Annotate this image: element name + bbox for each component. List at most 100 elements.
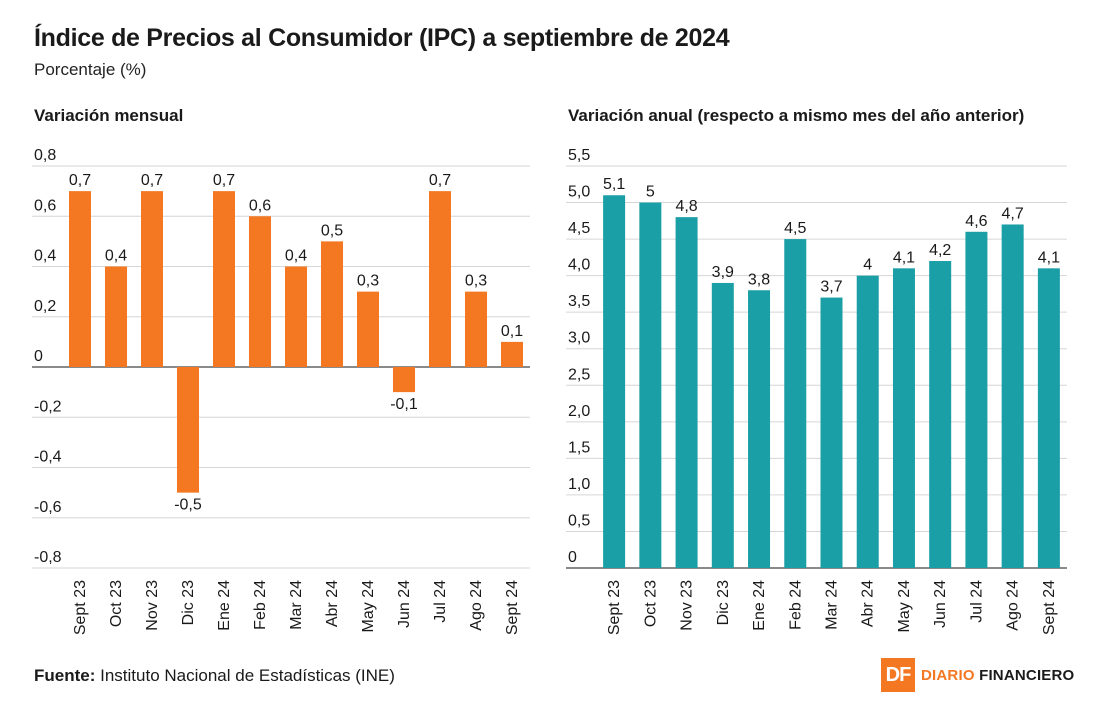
monthly-bar bbox=[321, 241, 343, 367]
monthly-bar bbox=[141, 191, 163, 367]
monthly-bar bbox=[393, 367, 415, 393]
monthly-ytick-label: -0,2 bbox=[34, 398, 62, 415]
annual-bar bbox=[892, 268, 915, 568]
annual-ytick-label: 4,0 bbox=[568, 257, 590, 274]
monthly-data-label: 0,7 bbox=[213, 172, 235, 189]
annual-bar bbox=[1001, 224, 1024, 569]
page-title: Índice de Precios al Consumidor (IPC) a … bbox=[34, 24, 730, 52]
monthly-bar bbox=[105, 266, 127, 367]
monthly-xtick-label: Sept 24 bbox=[504, 580, 521, 635]
monthly-data-label: 0,5 bbox=[321, 222, 343, 239]
annual-bar bbox=[820, 297, 843, 568]
monthly-xtick-label: Ago 24 bbox=[468, 580, 485, 631]
annual-ytick-label: 3,0 bbox=[568, 330, 590, 347]
annual-bar bbox=[675, 217, 698, 568]
monthly-data-label: 0,4 bbox=[285, 248, 307, 265]
annual-ytick-label: 5,5 bbox=[568, 147, 590, 164]
annual-data-label: 4,1 bbox=[1038, 249, 1060, 266]
monthly-xtick-label: Oct 23 bbox=[108, 580, 125, 627]
annual-data-label: 4,8 bbox=[675, 198, 697, 215]
monthly-data-label: 0,3 bbox=[465, 273, 487, 290]
monthly-xtick-label: May 24 bbox=[360, 580, 377, 633]
annual-xtick-label: Sept 24 bbox=[1041, 580, 1058, 635]
source-label: Fuente: bbox=[34, 666, 96, 685]
monthly-data-label: 0,7 bbox=[141, 172, 163, 189]
annual-ytick-label: 0 bbox=[568, 549, 577, 566]
monthly-xtick-label: Nov 23 bbox=[144, 580, 161, 631]
annual-xtick-label: Abr 24 bbox=[860, 580, 877, 627]
annual-ytick-label: 2,5 bbox=[568, 366, 590, 383]
monthly-ytick-label: -0,8 bbox=[34, 549, 62, 566]
monthly-xtick-label: Abr 24 bbox=[324, 580, 341, 627]
annual-xtick-label: Ago 24 bbox=[1005, 580, 1022, 631]
annual-xtick-label: May 24 bbox=[896, 580, 913, 633]
logo-word-1: DIARIO bbox=[921, 666, 975, 684]
monthly-bar bbox=[429, 191, 451, 367]
logo-wordmark: DIARIO FINANCIERO bbox=[921, 667, 1074, 684]
annual-bar bbox=[965, 231, 988, 569]
annual-bar bbox=[639, 202, 662, 568]
monthly-bar bbox=[177, 367, 199, 493]
monthly-data-label: 0,3 bbox=[357, 273, 379, 290]
monthly-bar bbox=[465, 291, 487, 367]
logo-word-2: FINANCIERO bbox=[979, 666, 1075, 684]
monthly-ytick-label: 0,4 bbox=[34, 248, 56, 265]
annual-xtick-label: Feb 24 bbox=[787, 580, 804, 630]
annual-data-label: 5,1 bbox=[603, 176, 625, 193]
monthly-data-label: 0,7 bbox=[429, 172, 451, 189]
annual-xtick-label: Dic 23 bbox=[715, 580, 732, 625]
annual-bar bbox=[711, 282, 734, 568]
monthly-ytick-label: 0,8 bbox=[34, 147, 56, 164]
page-subtitle: Porcentaje (%) bbox=[34, 60, 147, 79]
monthly-chart-title: Variación mensual bbox=[34, 106, 184, 125]
annual-ytick-label: 1,5 bbox=[568, 439, 590, 456]
monthly-xtick-label: Mar 24 bbox=[288, 580, 305, 630]
annual-data-label: 5 bbox=[646, 184, 655, 201]
annual-xtick-label: Jul 24 bbox=[968, 580, 985, 623]
annual-bar bbox=[784, 239, 807, 568]
annual-ytick-label: 4,5 bbox=[568, 220, 590, 237]
annual-data-label: 4,7 bbox=[1002, 205, 1024, 222]
annual-xtick-label: Nov 23 bbox=[679, 580, 696, 631]
monthly-bar bbox=[213, 191, 235, 367]
monthly-xtick-label: Ene 24 bbox=[216, 580, 233, 631]
annual-xtick-label: Mar 24 bbox=[824, 580, 841, 630]
annual-bar bbox=[603, 195, 626, 568]
monthly-xtick-label: Feb 24 bbox=[252, 580, 269, 630]
annual-chart-title: Variación anual (respecto a mismo mes de… bbox=[568, 106, 1025, 125]
annual-bar bbox=[929, 261, 952, 568]
monthly-data-label: 0,4 bbox=[105, 248, 127, 265]
source-text: Instituto Nacional de Estadísticas (INE) bbox=[100, 666, 395, 685]
annual-ytick-label: 3,5 bbox=[568, 293, 590, 310]
annual-data-label: 4,2 bbox=[929, 242, 951, 259]
annual-ytick-label: 0,5 bbox=[568, 512, 590, 529]
annual-xtick-label: Oct 23 bbox=[642, 580, 659, 627]
monthly-ytick-label: 0,6 bbox=[34, 197, 56, 214]
annual-data-label: 3,8 bbox=[748, 271, 770, 288]
annual-bar bbox=[1037, 268, 1060, 568]
monthly-ytick-label: -0,4 bbox=[34, 449, 62, 466]
monthly-data-label: 0,1 bbox=[501, 323, 523, 340]
annual-xtick-label: Jun 24 bbox=[932, 580, 949, 628]
annual-data-label: 3,9 bbox=[712, 264, 734, 281]
annual-data-label: 3,7 bbox=[820, 279, 842, 296]
annual-data-label: 4 bbox=[863, 257, 872, 274]
annual-xtick-label: Sept 23 bbox=[606, 580, 623, 635]
monthly-bar bbox=[501, 341, 523, 367]
annual-data-label: 4,6 bbox=[965, 213, 987, 230]
monthly-xtick-label: Jul 24 bbox=[432, 580, 449, 623]
monthly-data-label: -0,1 bbox=[390, 396, 418, 413]
monthly-bar bbox=[285, 266, 307, 367]
monthly-xtick-label: Sept 23 bbox=[72, 580, 89, 635]
monthly-xtick-label: Dic 23 bbox=[180, 580, 197, 625]
annual-ytick-label: 1,0 bbox=[568, 476, 590, 493]
monthly-data-label: 0,7 bbox=[69, 172, 91, 189]
monthly-bar bbox=[69, 191, 91, 367]
monthly-ytick-label: -0,6 bbox=[34, 499, 62, 516]
logo-mark: DF bbox=[881, 658, 915, 692]
monthly-xtick-label: Jun 24 bbox=[396, 580, 413, 628]
annual-data-label: 4,1 bbox=[893, 249, 915, 266]
annual-ytick-label: 5,0 bbox=[568, 184, 590, 201]
annual-xtick-label: Ene 24 bbox=[751, 580, 768, 631]
